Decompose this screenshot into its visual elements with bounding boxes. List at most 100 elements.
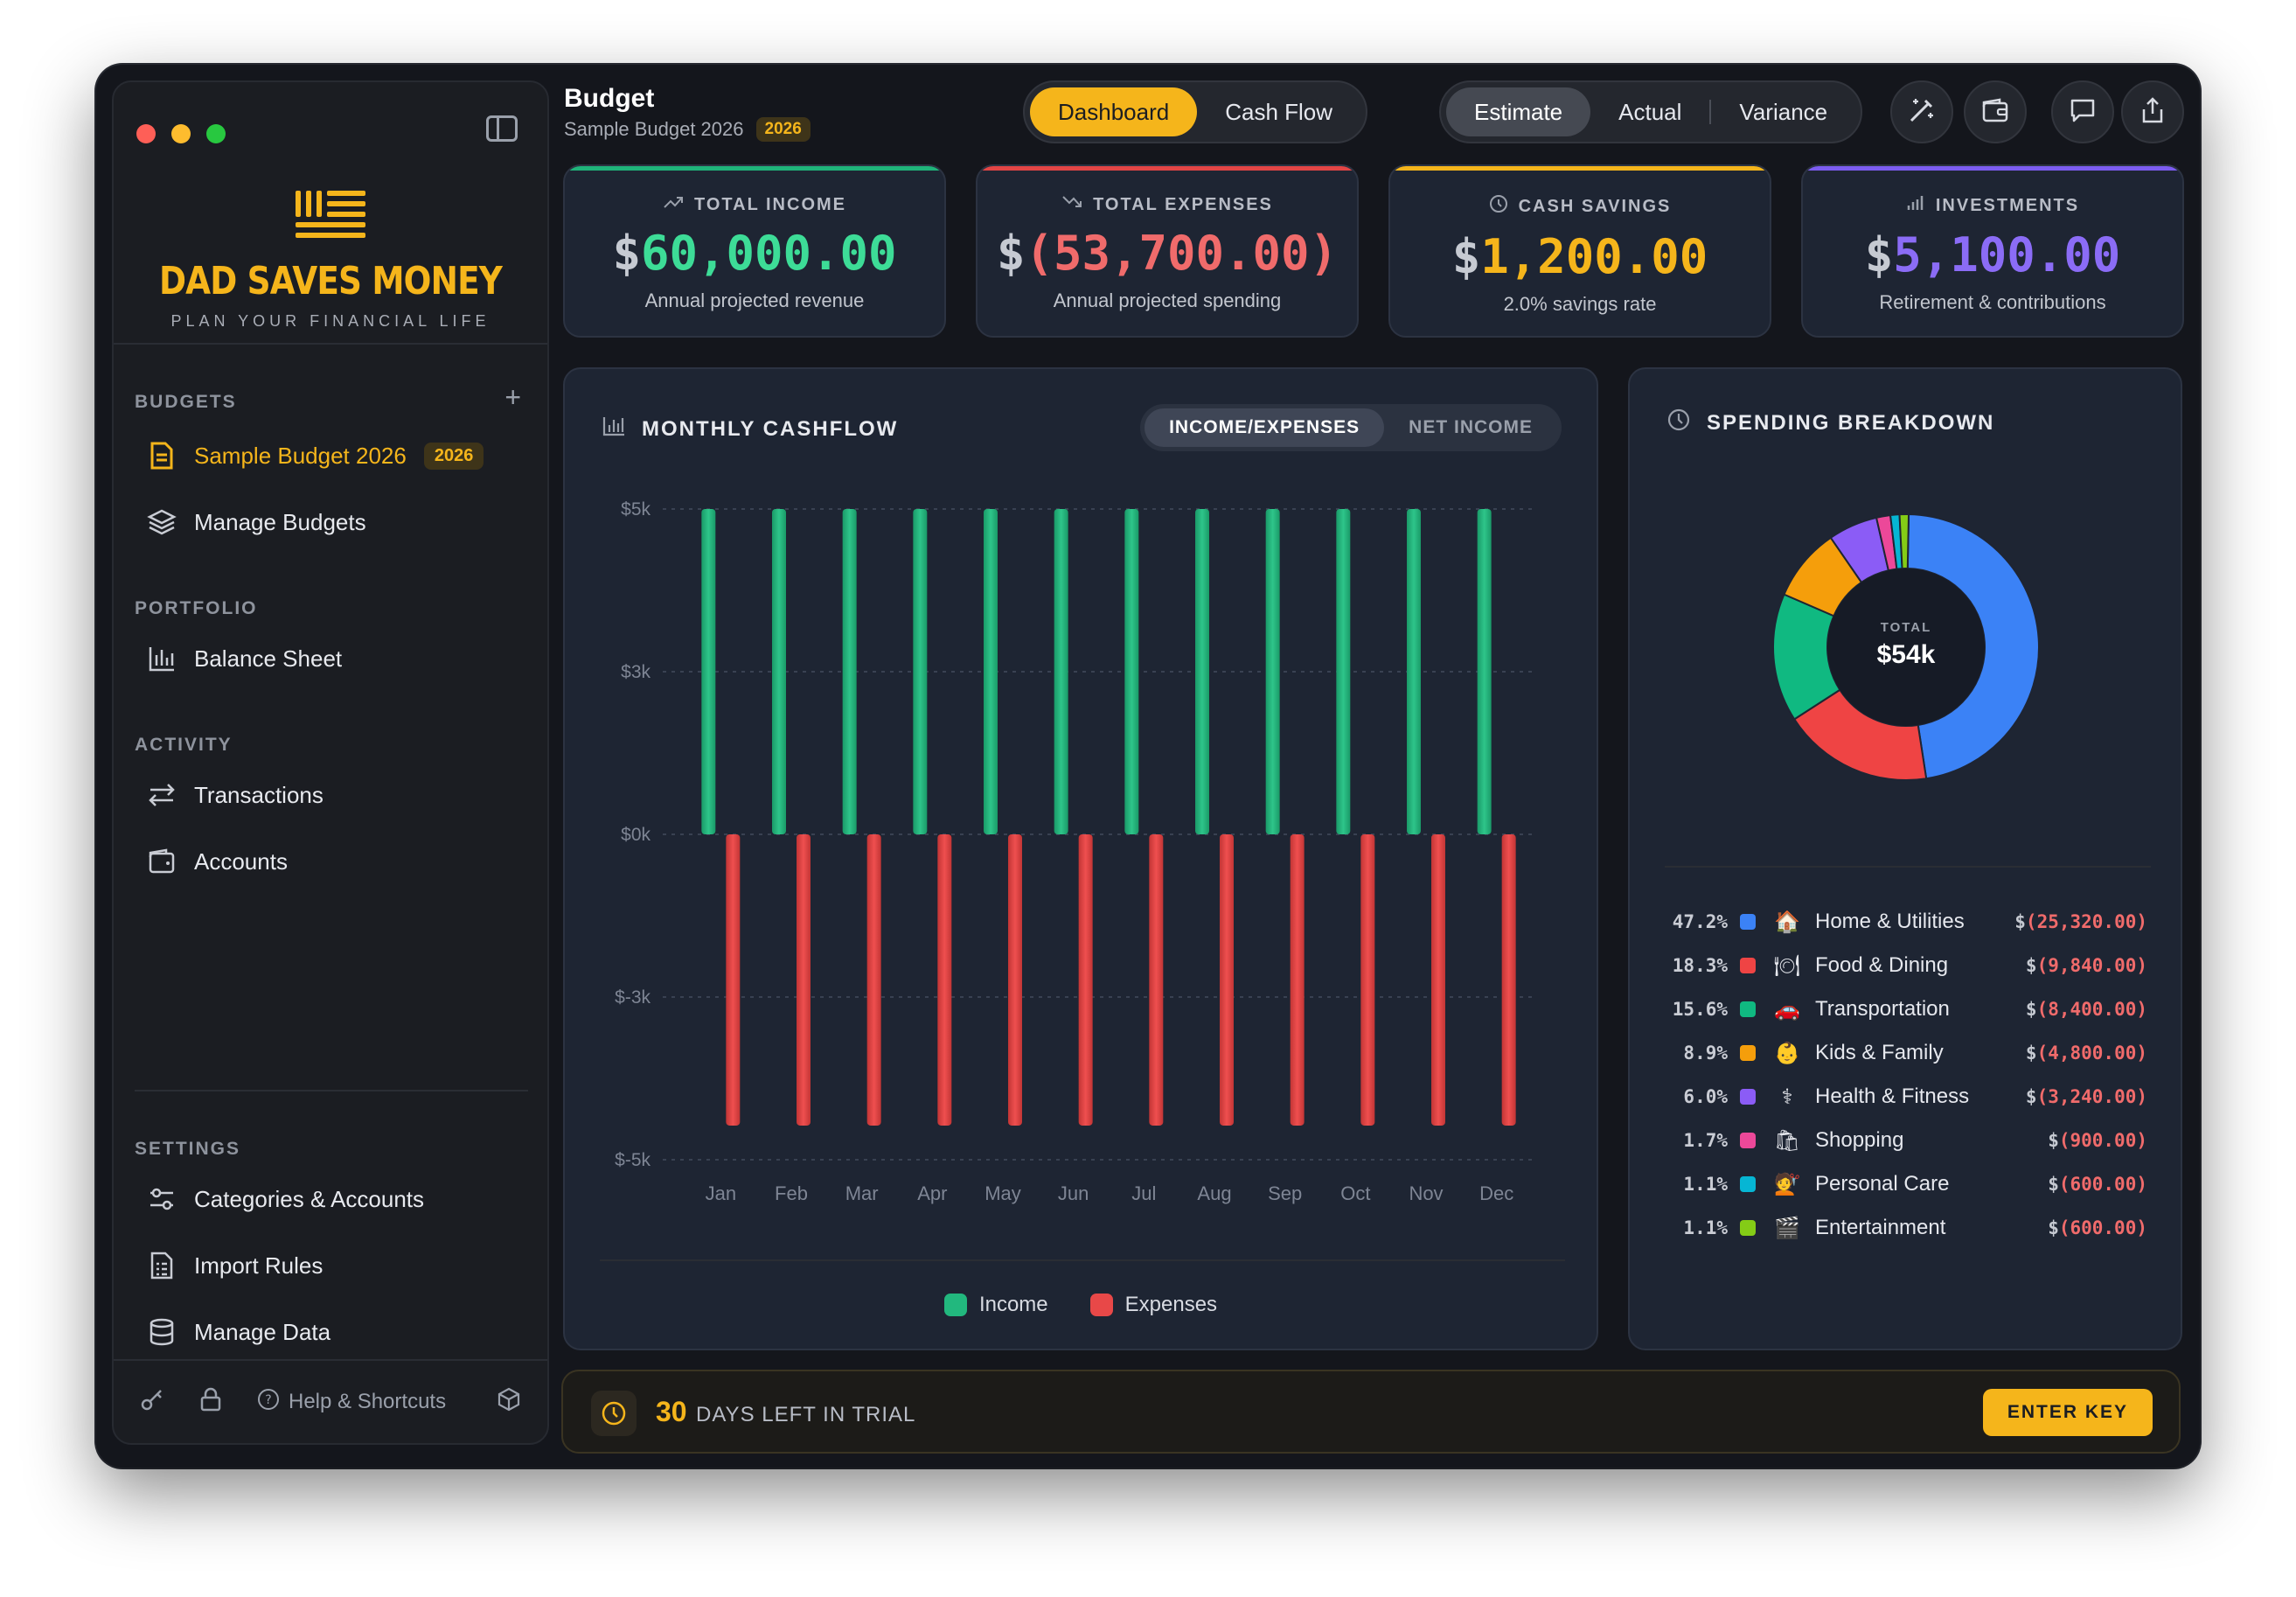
expense-bar[interactable] [1360,834,1375,1126]
category-color-swatch [1740,1001,1756,1017]
category-amount: $(600.00) [2048,1217,2147,1238]
sidebar-item-sample-budget[interactable]: Sample Budget 2026 2026 [147,441,484,471]
expense-bar[interactable] [1220,834,1234,1126]
sidebar-item-transactions[interactable]: Transactions [147,780,324,810]
tab-cash-flow[interactable]: Cash Flow [1225,98,1333,125]
tab-dashboard[interactable]: Dashboard [1030,87,1198,136]
expense-bar[interactable] [1078,834,1093,1126]
divider [114,343,547,345]
trending-up-icon [663,194,684,215]
expense-bar[interactable] [937,834,952,1126]
category-row[interactable]: 6.0% ⚕ Health & Fitness $(3,240.00) [1666,1079,2147,1114]
category-color-swatch [1740,1133,1756,1148]
category-emoji-icon: 💇 [1774,1172,1800,1196]
enter-key-button[interactable]: ENTER KEY [1982,1389,2153,1436]
help-icon: ? [257,1388,280,1417]
tab-actual[interactable]: Actual [1618,98,1682,125]
spending-donut-chart: TOTAL $54k [1772,513,2040,781]
close-window-button[interactable] [136,124,156,143]
income-bar[interactable] [984,509,998,834]
category-row[interactable]: 47.2% 🏠 Home & Utilities $(25,320.00) [1666,904,2147,939]
sidebar-toggle-icon[interactable] [486,115,518,142]
expense-bar[interactable] [1149,834,1164,1126]
divider [1665,866,2151,868]
category-name: Food & Dining [1815,953,1949,977]
category-emoji-icon: 🍽 [1773,953,1801,978]
sidebar-item-manage-data[interactable]: Manage Data [147,1317,330,1347]
category-color-swatch [1740,1089,1756,1105]
maximize-window-button[interactable] [206,124,226,143]
tab-net-income[interactable]: NET INCOME [1409,417,1533,437]
income-bar[interactable] [842,509,857,834]
x-tick-label: Mar [845,1182,879,1204]
wallet-icon [1981,97,2009,128]
brand-logo-icon [296,187,365,240]
add-budget-button[interactable]: + [504,381,521,413]
legend-item-expenses[interactable]: Expenses [1089,1293,1217,1317]
kpi-investments: INVESTMENTS $5,100.00 Retirement & contr… [1801,164,2184,338]
tab-variance[interactable]: Variance [1739,98,1828,125]
category-percent: 15.6% [1672,999,1728,1020]
income-bar[interactable] [1265,509,1280,834]
income-bar[interactable] [1477,509,1492,834]
expense-bar[interactable] [726,834,741,1126]
sidebar-item-label: Sample Budget 2026 [194,442,407,469]
category-emoji-icon: 🎬 [1774,1216,1800,1240]
help-shortcuts-button[interactable]: ? Help & Shortcuts [257,1388,462,1417]
category-row[interactable]: 1.7% 🛍 Shopping $(900.00) [1666,1123,2147,1158]
chat-bubble-icon [2069,96,2097,129]
x-tick-label: Jan [706,1182,736,1204]
income-bar[interactable] [1054,509,1068,834]
chart-legend: Income Expenses [565,1293,1597,1317]
category-row[interactable]: 1.1% 🎬 Entertainment $(600.00) [1666,1210,2147,1245]
sidebar-item-manage-budgets[interactable]: Manage Budgets [147,507,366,537]
comments-button[interactable] [2051,80,2114,143]
minimize-window-button[interactable] [171,124,191,143]
income-bar[interactable] [701,509,716,834]
sidebar-item-label: Manage Budgets [194,508,366,535]
category-amount: $(4,800.00) [2025,1043,2147,1064]
legend-item-income[interactable]: Income [943,1293,1048,1317]
sidebar-item-balance-sheet[interactable]: Balance Sheet [147,644,342,673]
category-row[interactable]: 8.9% 👶 Kids & Family $(4,800.00) [1666,1036,2147,1070]
bar-chart-icon [602,415,626,443]
income-bar[interactable] [1124,509,1139,834]
category-amount: $(8,400.00) [2025,999,2147,1020]
category-emoji-icon: 🛍 [1773,1128,1801,1153]
income-bar[interactable] [1407,509,1421,834]
wallet-button[interactable] [1964,80,2027,143]
kpi-label-text: TOTAL EXPENSES [1093,194,1273,214]
key-icon[interactable] [140,1387,164,1418]
expense-bar[interactable] [1431,834,1445,1126]
expense-bar[interactable] [797,834,811,1126]
kpi-subtitle: 2.0% savings rate [1503,293,1657,315]
expense-bar[interactable] [1008,834,1022,1126]
x-tick-label: Aug [1197,1182,1231,1204]
category-amount: $(900.00) [2048,1130,2147,1151]
x-tick-label: Oct [1340,1182,1370,1204]
share-button[interactable] [2121,80,2184,143]
income-bar[interactable] [1336,509,1351,834]
expense-bar[interactable] [866,834,881,1126]
lock-icon[interactable] [199,1387,222,1418]
trending-down-icon [1061,194,1082,215]
category-row[interactable]: 18.3% 🍽 Food & Dining $(9,840.00) [1666,948,2147,983]
tab-income-expenses[interactable]: INCOME/EXPENSES [1145,408,1385,447]
package-icon[interactable] [497,1387,521,1418]
income-bar[interactable] [772,509,786,834]
magic-wand-button[interactable] [1890,80,1953,143]
sidebar-item-categories-accounts[interactable]: Categories & Accounts [147,1184,424,1214]
divider [600,1259,1565,1261]
income-bar[interactable] [1195,509,1209,834]
sidebar-item-accounts[interactable]: Accounts [147,847,288,876]
category-row[interactable]: 1.1% 💇 Personal Care $(600.00) [1666,1167,2147,1202]
kpi-label: INVESTMENTS [1803,194,2182,217]
expense-bar[interactable] [1501,834,1516,1126]
expense-bar[interactable] [1290,834,1305,1126]
sidebar-item-import-rules[interactable]: Import Rules [147,1251,323,1280]
sidebar-item-label: Manage Data [194,1318,331,1345]
category-row[interactable]: 15.6% 🚗 Transportation $(8,400.00) [1666,992,2147,1027]
income-bar[interactable] [913,509,928,834]
tab-estimate[interactable]: Estimate [1446,87,1591,136]
page-title: Budget [564,84,655,113]
